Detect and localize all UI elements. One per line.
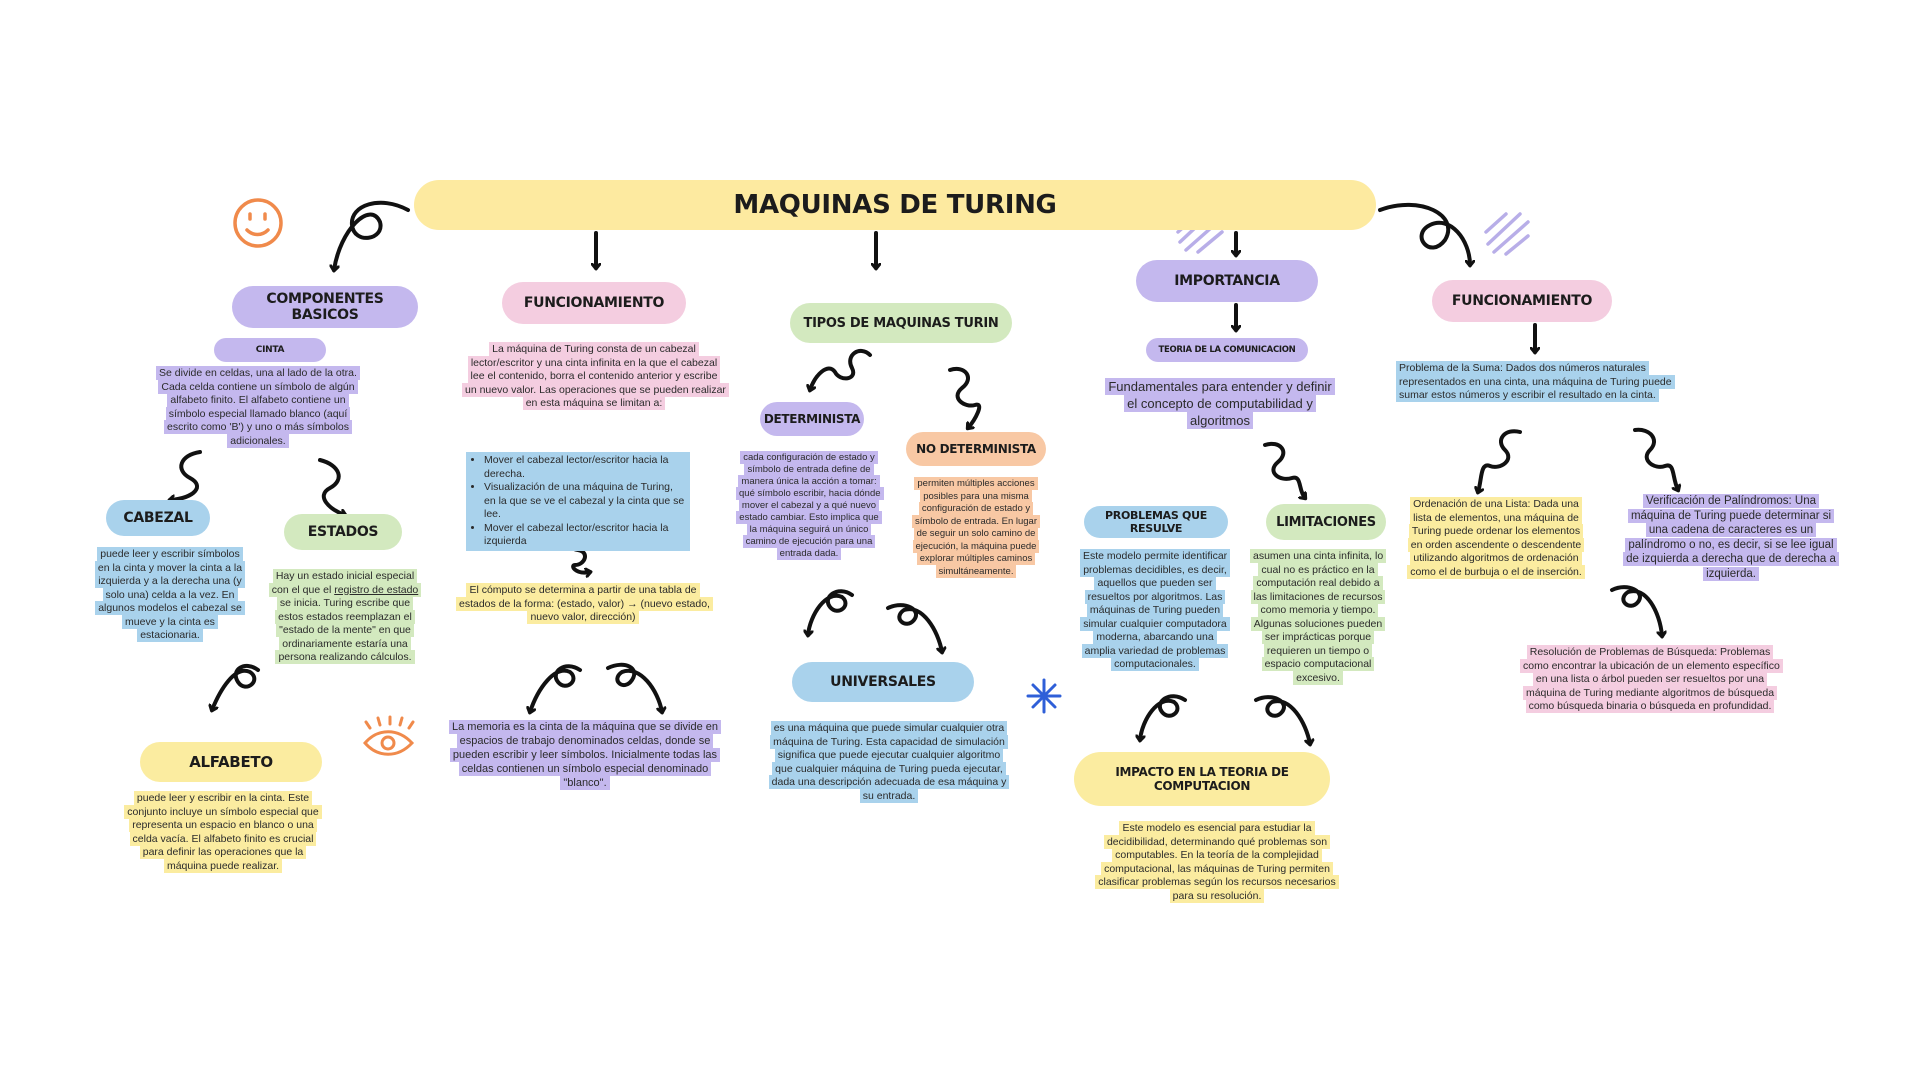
registro-de-estado-link[interactable]: registro de estado <box>334 583 419 596</box>
limitaciones-label: LIMITACIONES <box>1266 504 1386 540</box>
teoria-text: Fundamentales para entender y definir el… <box>1100 378 1340 429</box>
cinta-label: CINTA <box>214 338 326 362</box>
curly-arrow-icon <box>886 603 942 652</box>
squiggle-arrow-icon <box>1633 427 1678 490</box>
componentes-heading: COMPONENTES BASICOS <box>232 286 418 328</box>
scribble-icon <box>1484 212 1530 256</box>
squiggle-arrow-icon <box>1263 441 1305 498</box>
limitaciones-text: asumen una cinta infinita, lo cual no es… <box>1250 549 1387 685</box>
determinista-text: cada configuración de estado y símbolo d… <box>736 451 884 560</box>
determinista-label: DETERMINISTA <box>760 402 864 436</box>
main-title-text: MAQUINAS DE TURING <box>733 190 1057 220</box>
ordenacion-text: Ordenación de una Lista: Dada una lista … <box>1406 497 1586 579</box>
palindromos-text: Verificación de Palíndromos: Una máquina… <box>1622 494 1840 581</box>
impacto-text: Este modelo es esencial para estudiar la… <box>1094 821 1340 903</box>
curly-arrow-icon <box>808 589 854 635</box>
funcionamiento1-bullets: Mover el cabezal lector/escritor hacia l… <box>466 452 690 551</box>
suma-text: Problema de la Suma: Dados dos números n… <box>1396 361 1688 403</box>
curly-arrow-icon <box>1378 202 1470 265</box>
squiggle-arrow-icon <box>170 450 202 500</box>
curly-arrow-icon <box>1610 585 1662 636</box>
universales-text: es una máquina que puede simular cualqui… <box>768 721 1010 803</box>
problemas-label: PROBLEMAS QUE RESULVE <box>1084 506 1228 538</box>
teoria-label: TEORIA DE LA COMUNICACION <box>1146 338 1308 362</box>
importancia-heading: IMPORTANCIA <box>1136 260 1318 302</box>
alfabeto-text: puede leer y escribir en la cinta. Este … <box>120 791 326 873</box>
squiggle-arrow-icon <box>1478 429 1522 492</box>
curly-arrow-icon <box>1254 695 1310 744</box>
universales-label: UNIVERSALES <box>792 662 974 702</box>
computo-text: El cómputo se determina a partir de una … <box>456 583 713 625</box>
star-icon <box>1026 678 1062 714</box>
tipos-heading: TIPOS DE MAQUINAS TURIN <box>790 303 1012 343</box>
impacto-label: IMPACTO EN LA TEORIA DE COMPUTACION <box>1074 752 1330 806</box>
cinta-text: Se divide en celdas, una al lado de la o… <box>154 366 362 448</box>
no-determinista-label: NO DETERMINISTA <box>906 432 1046 466</box>
cabezal-text: puede leer y escribir símbolos en la cin… <box>92 547 248 643</box>
problemas-text: Este modelo permite identificar problema… <box>1080 549 1231 672</box>
squiggle-arrow-icon <box>948 366 982 428</box>
funcionamiento2-heading: FUNCIONAMIENTO <box>1432 280 1612 322</box>
funcionamiento1-heading: FUNCIONAMIENTO <box>502 282 686 324</box>
squiggle-arrow-icon <box>810 348 872 390</box>
no-determinista-text: permiten múltiples acciones posibles par… <box>908 477 1044 578</box>
curly-arrow-icon <box>212 663 260 710</box>
curly-arrow-icon <box>1140 694 1187 740</box>
list-item: Mover el cabezal lector/escritor hacia l… <box>484 522 686 549</box>
list-item: Visualización de una máquina de Turing, … <box>484 481 686 522</box>
estados-label: ESTADOS <box>284 514 402 550</box>
list-item: Mover el cabezal lector/escritor hacia l… <box>484 454 686 481</box>
cabezal-label: CABEZAL <box>106 500 210 536</box>
curly-arrow-icon <box>530 664 582 712</box>
memoria-text: La memoria es la cinta de la máquina que… <box>440 720 730 790</box>
funcionamiento1-intro: La máquina de Turing consta de un cabeza… <box>462 342 729 411</box>
busqueda-text: Resolución de Problemas de Búsqueda: Pro… <box>1520 645 1783 714</box>
main-title: MAQUINAS DE TURING <box>414 180 1376 230</box>
squiggle-arrow-icon <box>318 458 345 515</box>
smiley-icon <box>233 198 283 248</box>
estados-text: Hay un estado inicial especial con el qu… <box>266 569 424 665</box>
operations-list: Mover el cabezal lector/escritor hacia l… <box>470 454 686 549</box>
curly-arrow-icon <box>606 662 662 712</box>
curly-arrow-icon <box>334 200 410 270</box>
alfabeto-label: ALFABETO <box>140 742 322 782</box>
eye-icon <box>363 715 415 756</box>
